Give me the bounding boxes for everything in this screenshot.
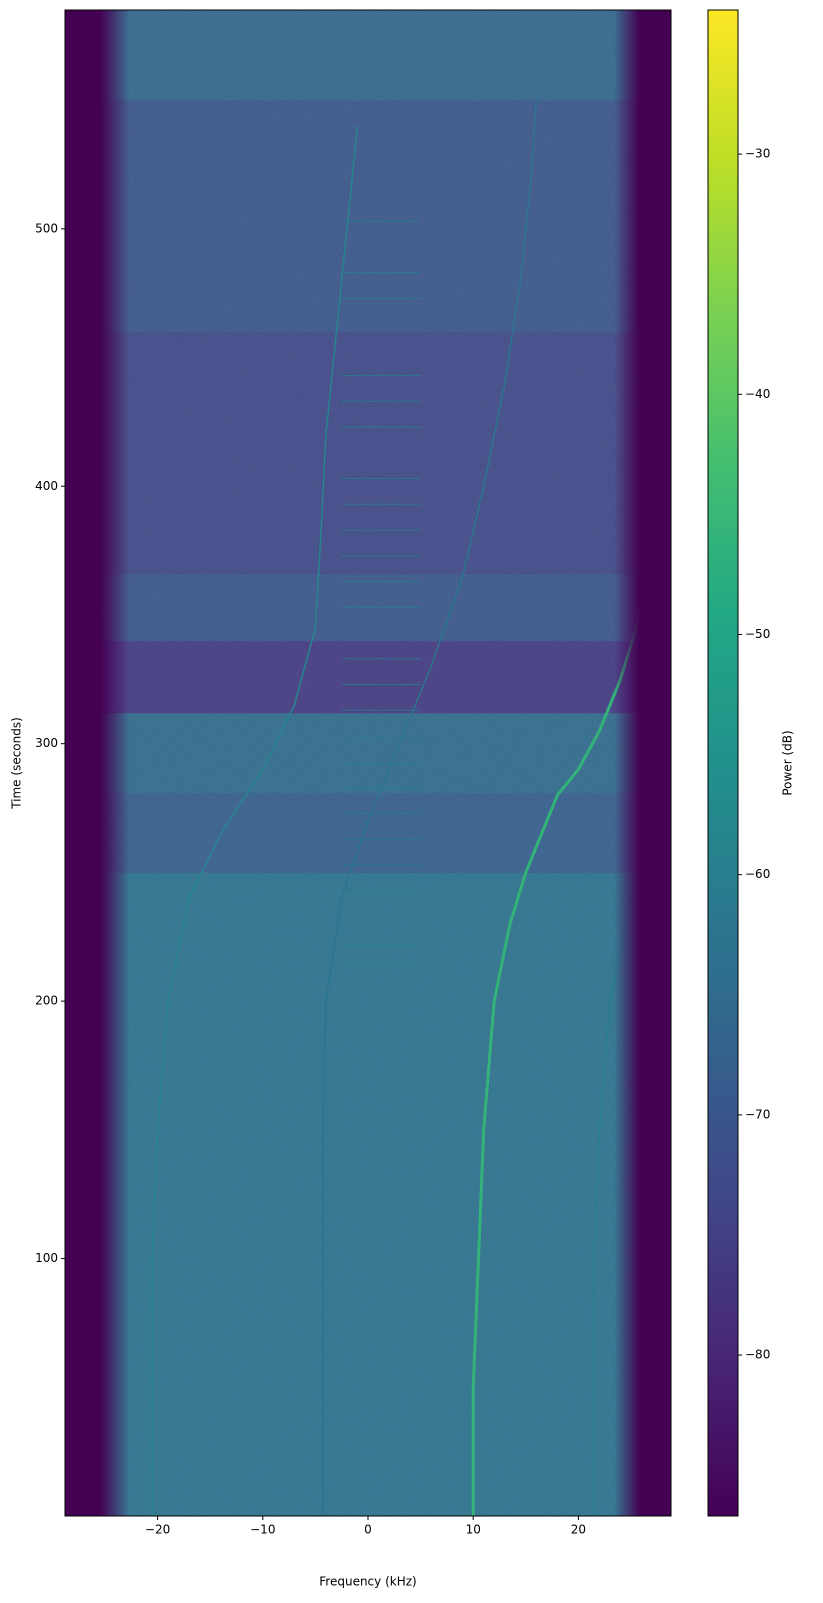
x-tick-label: −10	[250, 1523, 275, 1537]
y-axis-label: Time (seconds)	[10, 717, 24, 810]
x-tick-label: −20	[145, 1523, 170, 1537]
colorbar-label: Power (dB)	[781, 730, 795, 795]
trace-group	[151, 125, 359, 1516]
plot-area	[65, 10, 671, 1516]
stopband-right	[614, 10, 671, 1516]
colorbar-tick-label: −30	[745, 147, 770, 161]
colorbar	[707, 9, 739, 1517]
colorbar-tick-label: −70	[745, 1107, 770, 1121]
signal-trace	[151, 125, 359, 1516]
colorbar-tick-label: −40	[745, 387, 770, 401]
x-axis-label: Frequency (kHz)	[319, 1575, 416, 1589]
x-tick-label: 10	[466, 1523, 481, 1537]
y-tick-label: 500	[35, 221, 58, 235]
colorbar-tick-label: −60	[745, 867, 770, 881]
trace-group	[322, 100, 538, 1516]
colorbar-tick-label: −80	[745, 1348, 770, 1362]
y-tick-label: 300	[35, 736, 58, 750]
y-tick-label: 400	[35, 479, 58, 493]
y-tick-label: 200	[35, 994, 58, 1008]
stopband-left	[65, 10, 130, 1516]
colorbar-tick-label: −50	[745, 627, 770, 641]
signal-trace	[322, 100, 538, 1516]
x-tick-label: 0	[364, 1523, 372, 1537]
x-tick-label: 20	[571, 1523, 586, 1537]
noise-texture	[65, 10, 671, 1516]
y-tick-label: 100	[35, 1251, 58, 1265]
